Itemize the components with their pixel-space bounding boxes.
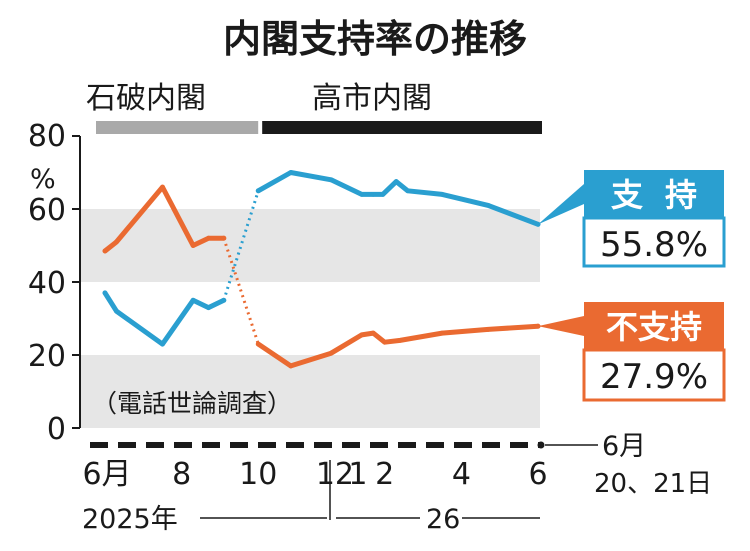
series-1-point-6	[255, 341, 261, 347]
series-1-transition-dotted	[222, 237, 260, 345]
series-1-line-ishiba	[102, 184, 227, 254]
shaded-bands	[80, 209, 540, 428]
cabinet-label-1: 高市内閣	[312, 81, 432, 116]
y-tick-label-20: 20	[28, 339, 66, 374]
series-0-point-10	[370, 192, 376, 197]
series-1-point-11	[382, 339, 388, 345]
y-unit-label: %	[30, 164, 56, 195]
series-0-point-4	[206, 305, 211, 310]
survey-note: （電話世論調査）	[92, 389, 292, 418]
series-1-line-takaichi	[255, 323, 541, 369]
series-1-point-2	[160, 184, 165, 190]
x-tick-label-2: 10	[239, 457, 277, 492]
x-tick-label-6: 4	[452, 457, 471, 492]
cabinet-bar-0	[96, 121, 259, 134]
callout-latest-value-0: 55.8%	[600, 225, 708, 265]
callout-pointer-1	[538, 316, 584, 336]
series-0-point-7	[288, 170, 294, 175]
cabinet-bar-1	[262, 121, 542, 134]
y-tick-label-0: 0	[47, 412, 66, 447]
x-tick-label-0: 6月	[82, 457, 131, 492]
shaded-band-1	[80, 209, 540, 282]
series-0-transition-dotted	[222, 190, 260, 301]
series-1-point-3	[190, 243, 196, 248]
series-1-point-12	[397, 338, 403, 343]
series-1-point-1	[114, 239, 119, 245]
series-0-point-3	[190, 297, 196, 303]
series-1-point-5	[221, 235, 227, 241]
callout-series-name-0: 支持	[611, 176, 719, 214]
callout-latest-value-1: 27.9%	[600, 357, 708, 397]
callout-series-name-1: 不支持	[606, 308, 702, 346]
series-1-point-10	[370, 330, 376, 336]
series-0-point-6	[255, 188, 261, 194]
series-1-point-13	[439, 330, 445, 336]
series-0-point-1	[114, 308, 119, 314]
series-0-point-9	[359, 192, 365, 197]
callout-value-box-0	[582, 216, 726, 268]
callout-pointer-0	[538, 184, 584, 225]
y-axis: 0 20 40 60 80	[28, 119, 81, 447]
x-tick-label-1: 8	[172, 457, 191, 492]
x-tick-label-3: 12	[316, 457, 354, 492]
cabinet-label-0: 石破内閣	[86, 81, 206, 116]
series-1-point-9	[359, 332, 365, 338]
series-0-point-12	[393, 179, 399, 185]
series-0-point-5	[221, 297, 227, 303]
series-0-point-11	[380, 192, 386, 197]
series-1-point-0	[102, 248, 108, 254]
series-lines	[102, 170, 541, 369]
y-tick-label-60: 60	[28, 193, 66, 228]
series-0-point-14	[439, 192, 445, 197]
cabinet-bars: 石破内閣 高市内閣	[86, 81, 542, 134]
series-0-point-13	[405, 188, 411, 194]
end-date-days: 20、21日	[594, 469, 712, 499]
series-1-point-4	[206, 235, 211, 241]
latest-value-callouts: 支持 55.8% 不支持 27.9%	[538, 170, 726, 402]
chart-title: 内閣支持率の推移	[223, 17, 527, 61]
year-label-2025: 2025年	[82, 504, 178, 535]
series-0-point-2	[160, 341, 165, 347]
shaded-band-0	[80, 355, 540, 428]
series-0-line-ishiba	[102, 290, 227, 347]
year-label-2026: 26	[426, 504, 460, 535]
x-axis-end-dot	[537, 441, 545, 449]
callout-header-0	[584, 170, 724, 218]
series-1-point-7	[288, 363, 294, 369]
end-date-month: 6月	[602, 431, 646, 462]
callout-header-1	[584, 302, 724, 350]
x-tick-label-7: 6	[528, 457, 547, 492]
y-tick-label-40: 40	[28, 266, 66, 301]
x-tick-label-4: 1	[348, 457, 367, 492]
callout-value-box-1	[582, 348, 726, 402]
y-tick-label-80: 80	[28, 119, 66, 154]
series-0-point-16	[535, 221, 541, 227]
x-tick-label-5: 2	[375, 457, 394, 492]
series-0-point-8	[328, 177, 334, 183]
series-1-point-14	[485, 327, 491, 332]
series-1-point-8	[328, 350, 334, 356]
series-0-point-0	[102, 290, 108, 296]
series-0-point-15	[485, 202, 491, 208]
